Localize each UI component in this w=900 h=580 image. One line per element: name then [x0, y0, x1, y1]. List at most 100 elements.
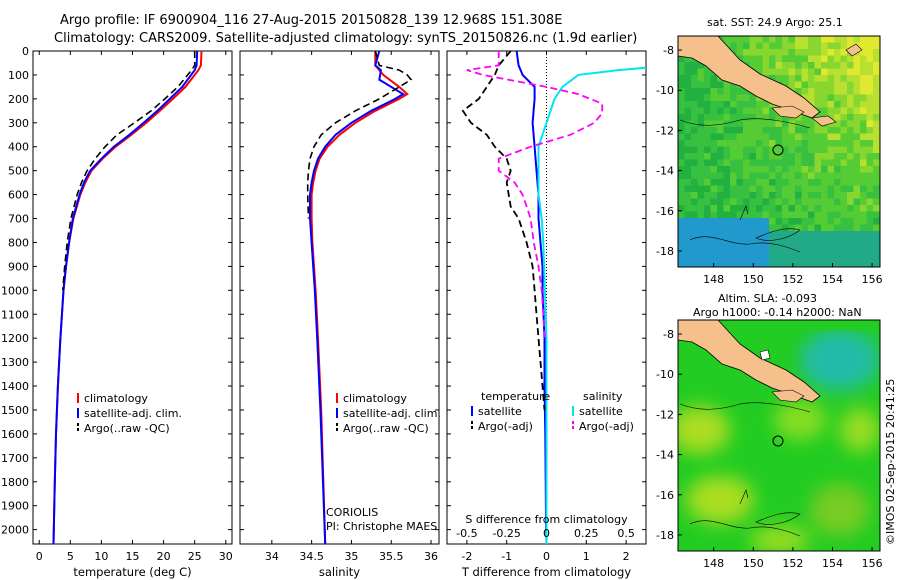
ytick-label: 200 [8, 93, 29, 106]
series-lines [461, 51, 646, 544]
ytick-label: 2000 [1, 524, 29, 537]
legend: climatology satellite-adj. clim. Argo(..ra… [77, 392, 182, 435]
xtick-label: 10 [94, 550, 108, 563]
island-5 [759, 349, 771, 361]
panel-salinity: 34 34.5 35 35.5 36 salinity climatology satelli… [239, 50, 441, 579]
series-lines [52, 51, 203, 544]
sla-map-ticks: 148 150 152 154 156 -8 -10 -12 -14 -16 -18 [656, 328, 883, 570]
xtick-label: 2 [623, 550, 630, 563]
sst-map: sat. SST: 24.9 Argo: 25.1 148 150 152 154 15… [656, 16, 883, 286]
series-line-climatology [310, 51, 409, 544]
sla-map-subtitle: Argo h1000: -0.14 h2000: NaN [693, 306, 862, 319]
ytick-label: 1600 [1, 428, 29, 441]
sst-map-title: sat. SST: 24.9 Argo: 25.1 [707, 16, 843, 29]
map-ytick-label: -18 [656, 245, 674, 258]
map-ytick-label: -12 [656, 124, 674, 137]
xtick-s-label: 0 [543, 527, 550, 540]
legend-label: Argo(-adj) [478, 420, 533, 433]
series-line-climatology [52, 51, 203, 544]
xtick-s-label: 0.5 [617, 527, 635, 540]
map-xtick-label: 150 [743, 557, 764, 570]
panel-temperature: 0100200300400500600700800900100011001200… [1, 45, 233, 579]
ytick-label: 100 [8, 69, 29, 82]
sla-map-title: Altim. SLA: -0.093 [718, 292, 817, 305]
xtick-s-label: -0.5 [456, 527, 477, 540]
bathymetry-contour-2 [679, 402, 811, 537]
ytick-label: 1400 [1, 380, 29, 393]
xtick-label: -2 [461, 550, 472, 563]
xtick-label: 0 [36, 550, 43, 563]
panel-difference-from-climatology: -2 -1 0 1 2 T difference from climatology -0.5… [446, 50, 647, 579]
map-ytick-label: -16 [656, 489, 674, 502]
legend-label: satellite [579, 405, 623, 418]
ytick-label: 600 [8, 189, 29, 202]
map-xtick-label: 150 [743, 273, 764, 286]
header-line-2: Climatology: CARS2009. Satellite-adjuste… [54, 31, 637, 46]
ytick-label: 300 [8, 117, 29, 130]
map-ytick-label: -12 [656, 408, 674, 421]
map-ytick-label: -8 [663, 328, 674, 341]
island-2 [811, 115, 837, 127]
series-line-satellite-adj-clim- [309, 51, 406, 544]
xtick-label: 0 [543, 550, 550, 563]
ytick-label: 1500 [1, 404, 29, 417]
map-xtick-label: 152 [782, 273, 803, 286]
series-line-salinity-satellite [537, 66, 646, 544]
profile-plots: 0100200300400500600700800900100011001200… [1, 45, 647, 579]
ytick-label: 1300 [1, 356, 29, 369]
map-ytick-label: -18 [656, 529, 674, 542]
xtick-label: 5 [67, 550, 74, 563]
sst-map-ticks: 148 150 152 154 156 -8 -10 -12 -14 -16 -18 [656, 44, 883, 286]
legend-header: salinity [583, 390, 623, 403]
ytick-label: 1700 [1, 452, 29, 465]
xtick-label: 15 [126, 550, 140, 563]
xtick-label: -1 [501, 550, 512, 563]
x-axis-label: temperature (deg C) [73, 565, 191, 579]
xtick-label: 34 [265, 550, 279, 563]
sla-map: Altim. SLA: -0.093 Argo h1000: -0.14 h20… [656, 292, 883, 570]
series-lines [306, 51, 413, 544]
plot-frame [239, 50, 440, 545]
ytick-label: 500 [8, 165, 29, 178]
ytick-label: 1900 [1, 500, 29, 513]
series-line-salinity-argo [466, 51, 604, 339]
xtick-s-label: -0.25 [492, 527, 520, 540]
map-ytick-label: -8 [663, 44, 674, 57]
legend-label: climatology [84, 392, 148, 405]
sst-heatmap-cells [678, 36, 880, 267]
island-1 [771, 105, 805, 119]
argo-position-marker [772, 144, 784, 156]
x-axis-label-s: S difference from climatology [465, 513, 628, 526]
map-ytick-label: -14 [656, 165, 674, 178]
legend-header: temperature [481, 390, 550, 403]
series-line-argo-raw-qc- [62, 51, 196, 291]
ytick-label: 1100 [1, 308, 29, 321]
island-3 [845, 43, 863, 57]
map-xtick-label: 148 [703, 273, 724, 286]
series-line-argo-raw-qc- [306, 51, 413, 219]
map-xtick-label: 156 [862, 557, 883, 570]
bathymetry-contour [679, 118, 811, 253]
series-line-satellite-adj-clim- [52, 51, 199, 544]
header-line-1: Argo profile: IF 6900904_116 27-Aug-2015… [60, 13, 562, 28]
x-axis-label: T difference from climatology [461, 565, 632, 579]
legend: climatology satellite-adj. clim. Argo(..ra… [336, 392, 441, 435]
map-ytick-label: -14 [656, 449, 674, 462]
xtick-label: 35 [344, 550, 358, 563]
map-xtick-label: 152 [782, 557, 803, 570]
legend-label: Argo(..raw -QC) [343, 422, 429, 435]
legend-label: satellite [478, 405, 522, 418]
ytick-label: 900 [8, 260, 29, 273]
legend-label: satellite-adj. clim. [343, 407, 441, 420]
sla-field [678, 330, 880, 551]
ytick-label: 1800 [1, 476, 29, 489]
map-ytick-label: -10 [656, 368, 674, 381]
map-xtick-label: 156 [862, 273, 883, 286]
ytick-label: 1000 [1, 284, 29, 297]
xtick-label: 30 [219, 550, 233, 563]
legend-label: Argo(..raw -QC) [84, 422, 170, 435]
xtick-label: 20 [157, 550, 171, 563]
series-line-temperature-satellite [515, 51, 548, 544]
xtick-s-label: 0.25 [574, 527, 599, 540]
xtick-label: 25 [188, 550, 202, 563]
